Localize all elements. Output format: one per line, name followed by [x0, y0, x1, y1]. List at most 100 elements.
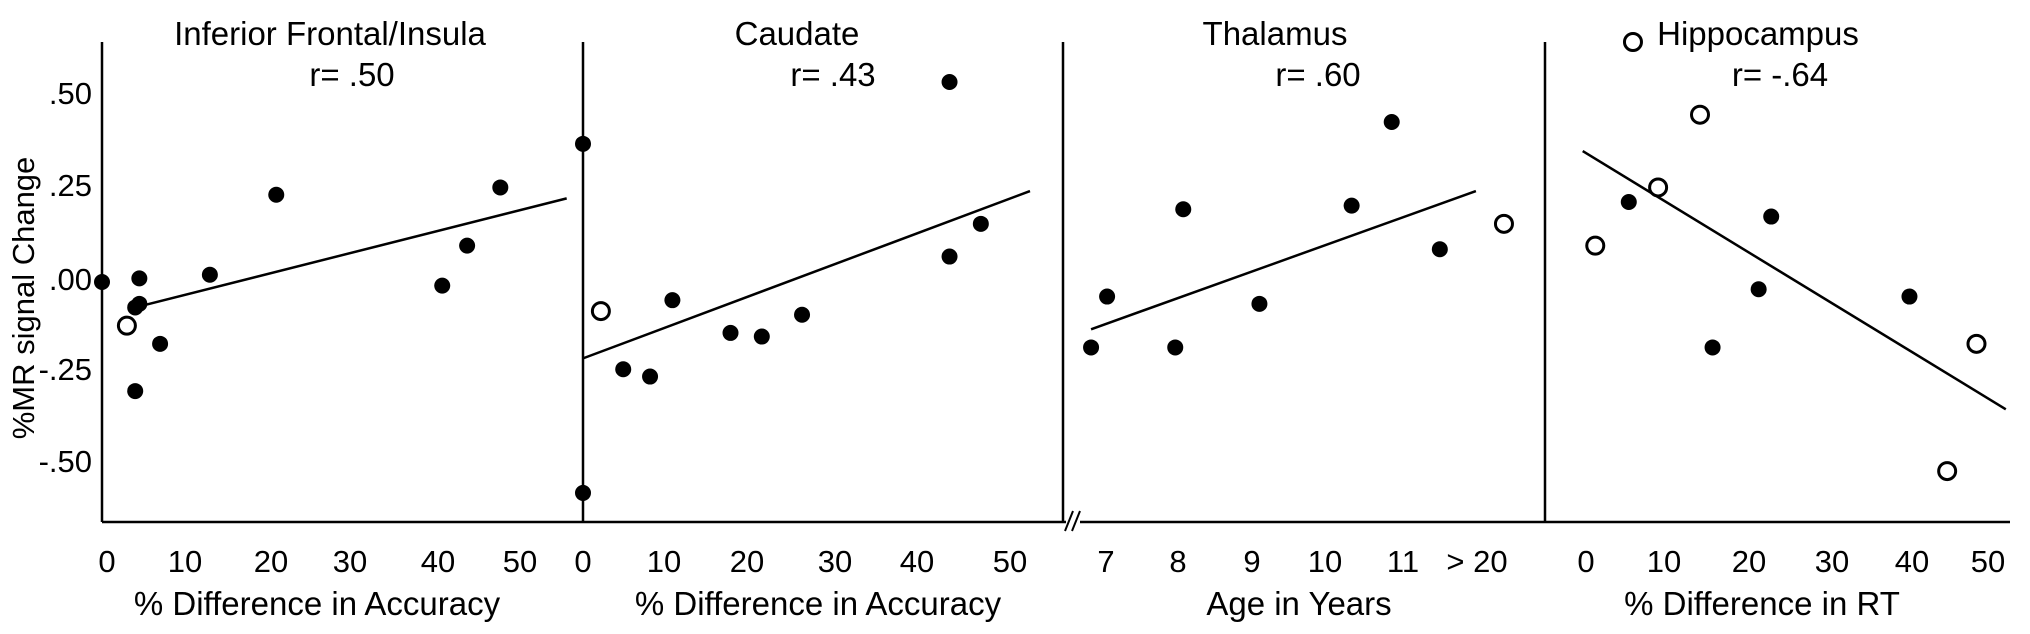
data-point-filled	[131, 270, 148, 287]
regression-line	[1582, 150, 2007, 411]
data-point-filled	[615, 361, 632, 378]
data-point-filled	[492, 179, 509, 196]
data-point-open	[116, 315, 137, 336]
data-point-filled	[1704, 339, 1721, 356]
data-point-filled	[1167, 339, 1184, 356]
x-tick-label: 50	[1971, 544, 2005, 579]
x-tick-label: 10	[168, 544, 202, 579]
data-point-filled	[972, 215, 989, 232]
data-point-filled	[201, 266, 218, 283]
data-point-open	[1690, 104, 1710, 125]
x-axis-label: Age in Years	[1206, 585, 1391, 622]
x-tick-label: 40	[421, 544, 455, 579]
data-point-filled	[1251, 295, 1268, 312]
data-point-filled	[152, 335, 169, 352]
data-point-filled	[1343, 197, 1360, 214]
x-tick-label: 7	[1097, 544, 1114, 579]
y-tick-label: -.50	[39, 444, 92, 479]
panel-hippocampus: Hippocampus r= -.64 0 10 20 30 40 50 % D…	[1577, 15, 2007, 622]
x-tick-label: 50	[993, 544, 1027, 579]
x-tick-labels: 7 8 9 10 11 > 20	[1097, 544, 1507, 579]
x-tick-label: 0	[574, 544, 591, 579]
data-point-filled	[794, 306, 811, 323]
x-axis-label: % Difference in Accuracy	[635, 585, 1002, 622]
correlation-label: r= .50	[309, 56, 394, 93]
x-tick-label: 20	[1732, 544, 1766, 579]
x-tick-label: 9	[1243, 544, 1260, 579]
data-point-filled	[94, 274, 110, 290]
regression-line	[1090, 189, 1477, 331]
x-tick-label: 30	[818, 544, 852, 579]
x-tick-labels: 0 10 20 30 40 50	[1577, 544, 2005, 579]
panel-title: Thalamus	[1203, 15, 1348, 52]
panel-title: Inferior Frontal/Insula	[174, 15, 486, 52]
x-tick-label: 30	[1815, 544, 1849, 579]
y-axis-label: %MR signal Change	[6, 157, 41, 440]
correlation-label: r= .60	[1275, 56, 1360, 93]
x-tick-labels: 0 10 20 30 40 50	[98, 544, 537, 579]
data-point-filled	[1901, 288, 1918, 305]
regression-line	[134, 197, 568, 309]
x-tick-labels: 0 10 20 30 40 50	[574, 544, 1027, 579]
correlation-label: r= -.64	[1732, 56, 1828, 93]
data-point-open	[1648, 177, 1669, 198]
x-tick-label: 10	[1308, 544, 1342, 579]
data-point-filled	[1431, 241, 1448, 258]
data-point-filled	[1099, 288, 1116, 305]
data-point-filled	[1763, 208, 1780, 225]
y-tick-label: -.25	[39, 352, 92, 387]
panel-title: Caudate	[735, 15, 860, 52]
y-axis: .50 .25 .00 -.25 -.50	[39, 42, 104, 522]
correlation-label: r= .43	[790, 56, 875, 93]
data-point-filled	[434, 277, 451, 294]
x-axis-label: % Difference in RT	[1624, 585, 1900, 622]
data-point-filled	[1175, 201, 1192, 218]
data-point-filled	[1620, 194, 1637, 210]
data-point-filled	[722, 324, 739, 341]
y-tick-label: .25	[49, 168, 92, 203]
data-point-open	[590, 301, 611, 322]
x-tick-label: 8	[1169, 544, 1186, 579]
x-tick-label: 0	[98, 544, 115, 579]
data-point-filled	[575, 135, 591, 152]
data-point-filled	[575, 484, 591, 501]
data-point-filled	[941, 248, 958, 265]
data-point-filled	[268, 186, 285, 203]
panel-inferior-frontal-insula: Inferior Frontal/Insula r= .50 0 10 20 3…	[94, 15, 568, 622]
x-tick-label: 20	[254, 544, 288, 579]
x-tick-label: 11	[1387, 544, 1419, 579]
data-point-filled	[1383, 114, 1400, 130]
data-point-open	[1585, 235, 1606, 256]
data-point-filled	[941, 74, 958, 90]
regression-line	[582, 189, 1031, 360]
panel-thalamus: Thalamus r= .60 7 8 9 10 11 > 20 Age in …	[1083, 15, 1514, 622]
x-tick-label: 40	[1895, 544, 1929, 579]
data-point-open	[1622, 32, 1643, 52]
data-point-filled	[1083, 339, 1100, 356]
data-point-filled	[753, 328, 770, 345]
data-point-open	[1937, 461, 1958, 482]
x-tick-label: 20	[730, 544, 764, 579]
panel-title: Hippocampus	[1657, 15, 1859, 52]
data-point-filled	[664, 292, 681, 309]
x-tick-label: 10	[1647, 544, 1681, 579]
panel-caudate: Caudate r= .43 0 10 20 30 40 50 % Differ…	[574, 15, 1031, 622]
axis-break-mark	[1064, 510, 1081, 534]
x-axis-label: % Difference in Accuracy	[134, 585, 501, 622]
data-point-open	[1493, 213, 1514, 234]
x-tick-label: 50	[503, 544, 537, 579]
data-point-filled	[127, 383, 144, 400]
data-point-filled	[131, 295, 148, 312]
x-tick-label: 10	[647, 544, 681, 579]
data-point-filled	[459, 237, 476, 254]
x-tick-label: 30	[333, 544, 367, 579]
y-tick-label: .00	[49, 262, 92, 297]
x-tick-label: > 20	[1446, 544, 1507, 579]
y-tick-label: .50	[49, 76, 92, 111]
data-point-open	[1966, 333, 1987, 354]
data-point-filled	[642, 368, 659, 385]
x-tick-label: 0	[1577, 544, 1594, 579]
x-tick-label: 40	[900, 544, 934, 579]
data-point-filled	[1750, 281, 1767, 298]
